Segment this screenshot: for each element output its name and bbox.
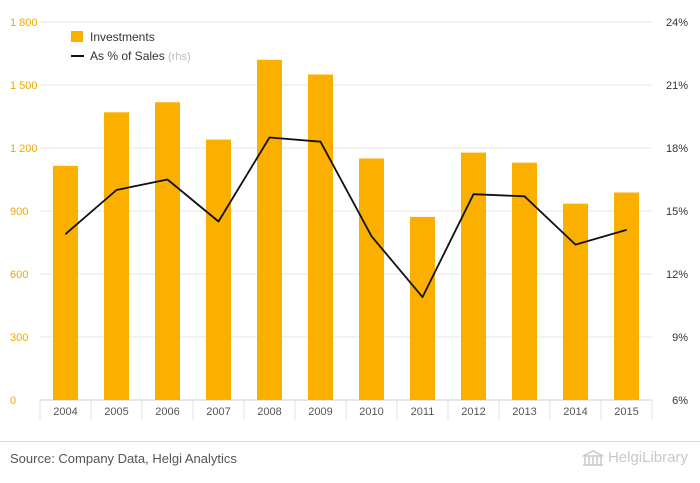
line-point-2004 xyxy=(65,233,66,235)
y-left-tick-label: 300 xyxy=(10,332,28,344)
bar-2007 xyxy=(206,139,231,400)
gridlines xyxy=(40,21,652,401)
line-point-2009 xyxy=(320,141,321,143)
y-right-tick-label: 24% xyxy=(666,17,688,29)
y-left-tick-label: 600 xyxy=(10,269,28,281)
series-line xyxy=(64,136,627,299)
library-building-icon xyxy=(582,449,604,466)
y-left-tick-label: 0 xyxy=(10,395,16,407)
y-right-tick-label: 9% xyxy=(672,332,688,344)
x-tick-label: 2012 xyxy=(461,406,485,418)
y-right-tick-label: 6% xyxy=(672,395,688,407)
x-tick-label: 2014 xyxy=(563,406,587,418)
x-axis: 2004 2005 2006 2007 2008 2009 2010 2011 2012 2013… xyxy=(39,400,653,420)
line-point-2008 xyxy=(269,137,270,138)
x-tick-label: 2013 xyxy=(512,406,536,418)
y-right-tick-label: 21% xyxy=(666,80,688,92)
line-point-2005 xyxy=(116,189,117,191)
x-tick-label: 2008 xyxy=(257,406,281,418)
footer-divider xyxy=(0,441,700,442)
x-tick-label: 2007 xyxy=(206,406,230,418)
x-tick-label: 2009 xyxy=(308,406,332,418)
bar-2009 xyxy=(308,74,333,400)
line-series-pct-sales xyxy=(64,136,627,299)
legend-label-investments: Investments xyxy=(90,30,155,44)
line-point-2006 xyxy=(167,179,168,180)
x-tick-label: 2010 xyxy=(359,406,383,418)
line-point-2015 xyxy=(626,229,627,231)
bar-series-investments xyxy=(53,59,639,401)
logo-text: HelgiLibrary xyxy=(607,449,688,466)
y-axis-left: 0 300 600 900 1 200 1 500 1 800 xyxy=(10,17,38,407)
bar-2005 xyxy=(104,112,129,401)
x-tick-label: 2015 xyxy=(614,406,638,418)
line-point-2014 xyxy=(575,244,576,246)
bar-2010 xyxy=(359,158,384,400)
helgi-library-logo: HelgiLibrary xyxy=(582,449,688,466)
y-left-tick-label: 900 xyxy=(10,206,28,218)
y-right-tick-label: 15% xyxy=(666,206,688,218)
bar-2008 xyxy=(257,59,282,401)
line-point-2007 xyxy=(218,221,219,222)
y-axis-right: 6% 9% 12% 15% 18% 21% 24% xyxy=(666,17,688,407)
legend-swatch-investments xyxy=(71,31,83,42)
bar-2004 xyxy=(53,165,78,400)
bar-2012 xyxy=(461,152,486,400)
bar-2014 xyxy=(563,203,588,400)
line-point-2013 xyxy=(524,195,525,197)
line-point-2011 xyxy=(422,296,423,298)
x-tick-label: 2004 xyxy=(53,406,77,418)
legend: Investments As % of Sales (rhs) xyxy=(71,30,191,63)
x-tick-label: 2011 xyxy=(411,406,435,418)
source-note: Source: Company Data, Helgi Analytics xyxy=(10,451,237,466)
legend-label-pct-sales: As % of Sales (rhs) xyxy=(90,49,191,63)
y-left-tick-label: 1 500 xyxy=(10,80,38,92)
legend-label-rhs: (rhs) xyxy=(168,51,191,63)
y-right-tick-label: 18% xyxy=(666,143,688,155)
bar-2015 xyxy=(614,192,639,400)
bar-2013 xyxy=(512,162,537,400)
x-tick-label: 2006 xyxy=(155,406,179,418)
line-point-2010 xyxy=(371,235,372,237)
line-point-2012 xyxy=(473,193,474,195)
bar-2011 xyxy=(410,216,435,400)
y-right-tick-label: 12% xyxy=(666,269,688,281)
y-left-tick-label: 1 200 xyxy=(10,143,38,155)
y-left-tick-label: 1 800 xyxy=(10,17,38,29)
bar-2006 xyxy=(155,102,180,400)
x-tick-label: 2005 xyxy=(104,406,128,418)
